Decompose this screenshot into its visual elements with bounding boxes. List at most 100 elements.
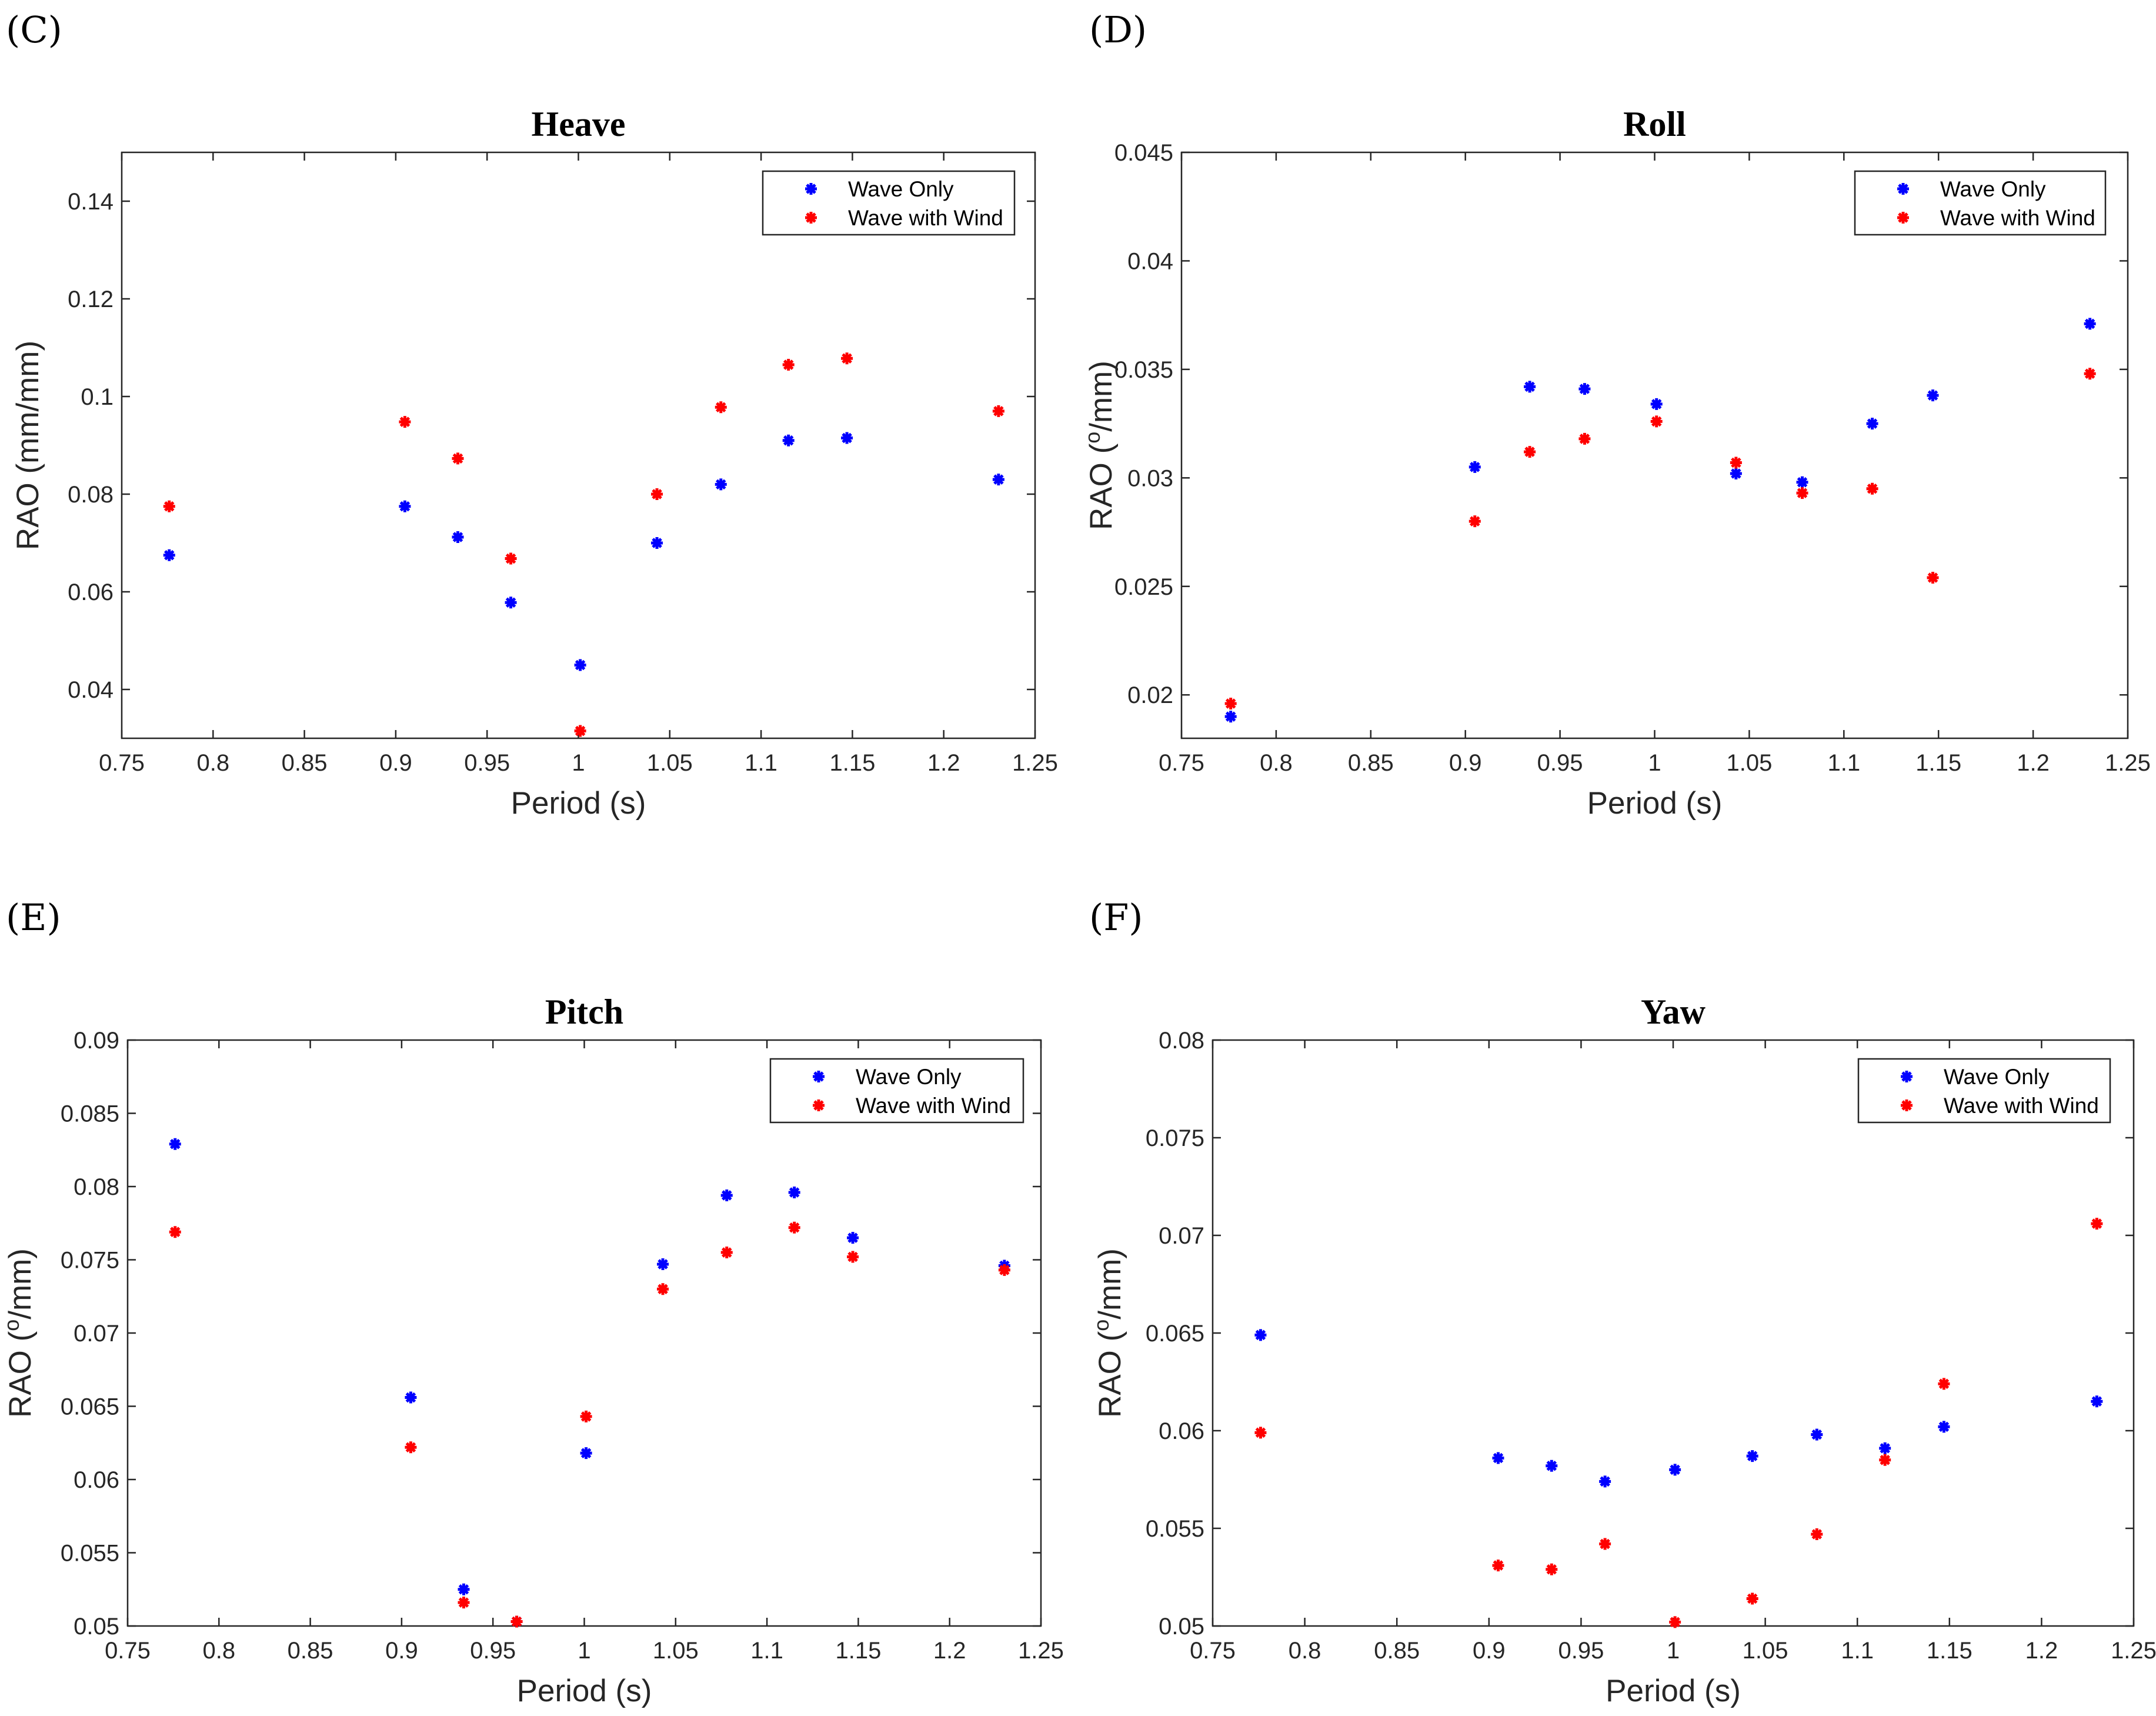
x-tick-label: 0.95 xyxy=(470,1638,516,1664)
legend-label: Wave Only xyxy=(848,177,954,201)
y-tick-label: 0.075 xyxy=(1146,1125,1204,1151)
x-tick-label: 0.8 xyxy=(202,1638,235,1664)
chart-title: Heave xyxy=(532,105,626,144)
data-point xyxy=(505,552,517,565)
series-wave-only xyxy=(163,432,1004,671)
x-tick-label: 0.85 xyxy=(282,750,328,776)
chart-title: Pitch xyxy=(545,992,623,1031)
x-axis-label: Period (s) xyxy=(1587,786,1723,821)
y-axis-label: RAO (o/mm) xyxy=(1089,1248,1127,1418)
data-point xyxy=(399,500,411,512)
y-tick-label: 0.03 xyxy=(1127,465,1173,491)
x-tick-label: 0.75 xyxy=(1190,1638,1236,1664)
legend-label: Wave Only xyxy=(1944,1065,2050,1089)
data-point xyxy=(1599,1538,1611,1550)
x-tick-label: 1.1 xyxy=(745,750,777,776)
data-point xyxy=(1796,476,1808,488)
data-point xyxy=(574,659,586,671)
data-point xyxy=(458,1597,470,1609)
data-point xyxy=(720,1247,733,1259)
data-point xyxy=(1866,482,1878,495)
x-tick-label: 0.95 xyxy=(1537,750,1583,776)
data-point xyxy=(399,416,411,428)
y-tick-label: 0.14 xyxy=(68,189,114,215)
x-axis-label: Period (s) xyxy=(511,786,646,821)
legend: Wave Only Wave with Wind xyxy=(762,170,1016,236)
panel-letter: (D) xyxy=(1089,8,1147,51)
y-tick-label: 0.04 xyxy=(1127,248,1173,274)
x-axis-label: Period (s) xyxy=(1606,1674,1741,1708)
data-point xyxy=(651,488,663,500)
y-tick-label: 0.035 xyxy=(1114,357,1173,383)
data-point xyxy=(574,725,586,737)
x-tick-label: 0.75 xyxy=(99,750,145,776)
panel-letter: (E) xyxy=(6,896,61,939)
x-tick-label: 1.1 xyxy=(750,1638,783,1664)
data-point xyxy=(1524,446,1536,458)
panel-letter: (C) xyxy=(6,8,62,51)
legend-marker xyxy=(813,1099,825,1111)
data-point xyxy=(458,1583,470,1595)
y-axis-label: RAO (mm/mm) xyxy=(11,341,45,550)
x-tick-label: 0.9 xyxy=(385,1638,418,1664)
data-point xyxy=(1578,383,1591,395)
x-tick-label: 1.15 xyxy=(829,750,875,776)
x-tick-label: 0.9 xyxy=(379,750,412,776)
y-tick-label: 0.06 xyxy=(74,1467,119,1493)
x-tick-label: 1.15 xyxy=(1927,1638,1973,1664)
data-point xyxy=(1492,1452,1504,1464)
x-tick-label: 1.2 xyxy=(2025,1638,2058,1664)
x-tick-label: 1.05 xyxy=(647,750,693,776)
data-point xyxy=(1879,1454,1891,1466)
x-tick-label: 1 xyxy=(572,750,585,776)
x-tick-label: 0.85 xyxy=(1348,750,1394,776)
legend-label: Wave Only xyxy=(1940,177,2046,201)
legend-label: Wave Only xyxy=(856,1065,962,1089)
series-wave-with-wind xyxy=(169,1221,1010,1628)
series-wave-with-wind xyxy=(163,352,1004,737)
y-tick-label: 0.04 xyxy=(68,677,114,703)
y-tick-label: 0.085 xyxy=(61,1101,119,1127)
panel-yaw: (F) Yaw 0.75 0.8 0.85 0.9 0.95 1 1.05 1.1 1.15 1.2 1… xyxy=(1089,896,2156,1708)
series-wave-only xyxy=(1224,318,2096,723)
y-tick-label: 0.08 xyxy=(1159,1028,1204,1054)
data-point xyxy=(580,1447,592,1460)
data-point xyxy=(1524,381,1536,393)
axes-box xyxy=(1180,151,2129,739)
legend-marker xyxy=(805,183,817,195)
data-point xyxy=(657,1283,669,1295)
axes-box xyxy=(126,1039,1042,1627)
data-point xyxy=(657,1258,669,1270)
data-point xyxy=(580,1410,592,1422)
y-tick-label: 0.025 xyxy=(1114,574,1173,600)
data-point xyxy=(405,1391,417,1404)
data-point xyxy=(998,1264,1010,1276)
data-point xyxy=(782,434,795,447)
data-point xyxy=(163,549,175,561)
legend-box xyxy=(769,1058,1024,1124)
y-tick-label: 0.055 xyxy=(1146,1516,1204,1542)
legend: Wave Only Wave with Wind xyxy=(1857,1058,2111,1124)
series-wave-with-wind xyxy=(1254,1218,2103,1628)
legend-label: Wave with Wind xyxy=(848,206,1003,230)
data-point xyxy=(1866,418,1878,430)
data-point xyxy=(720,1189,733,1201)
data-point xyxy=(169,1226,181,1238)
x-tick-label: 0.9 xyxy=(1473,1638,1506,1664)
panel-letter: (F) xyxy=(1089,896,1143,939)
x-tick-label: 1.2 xyxy=(927,750,960,776)
data-point xyxy=(715,478,727,491)
data-point xyxy=(1650,398,1663,410)
data-point xyxy=(782,359,795,371)
data-point xyxy=(163,500,175,512)
data-point xyxy=(1938,1421,1950,1433)
x-tick-label: 0.8 xyxy=(196,750,229,776)
data-point xyxy=(1224,697,1237,709)
x-tick-label: 1.05 xyxy=(1743,1638,1788,1664)
x-tick-label: 1.25 xyxy=(2105,750,2151,776)
panel-heave: (C) Heave 0.75 0.8 0.85 0.9 0.95 1 1.05 1.1 1.15 1.… xyxy=(6,8,1058,821)
y-tick-label: 0.06 xyxy=(68,579,114,605)
y-tick-label: 0.065 xyxy=(61,1394,119,1420)
data-point xyxy=(452,452,464,465)
